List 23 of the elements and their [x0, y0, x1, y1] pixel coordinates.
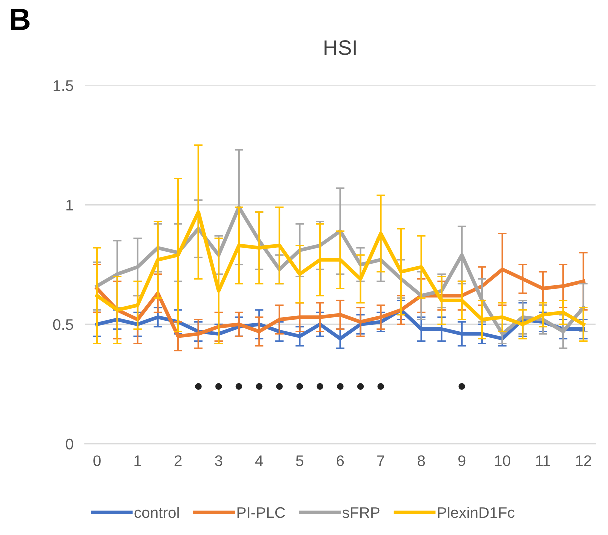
- y-tick-label: 1: [66, 200, 74, 211]
- chart-title: HSI: [324, 40, 356, 56]
- x-tick-label: 7: [378, 456, 384, 466]
- legend-label: sFRP: [342, 508, 380, 518]
- text: B: [11, 9, 30, 30]
- x-tick-label: 2: [174, 456, 182, 466]
- y-tick-label: 0.5: [53, 319, 74, 330]
- legend-label: PlexinD1Fc: [438, 507, 515, 518]
- legend-label: PI-PLC: [238, 507, 286, 518]
- y-tick-label: 0: [66, 438, 74, 450]
- x-tick-label: 8: [418, 456, 426, 466]
- x-tick-label: 0: [94, 456, 101, 466]
- x-tick-label: 10: [495, 456, 511, 466]
- y-tick-label: 1.5: [54, 80, 74, 92]
- x-tick-label: 9: [458, 456, 466, 466]
- x-tick-label: 3: [215, 456, 222, 466]
- x-tick-label: 12: [576, 456, 592, 466]
- x-tick-label: 1: [134, 456, 142, 466]
- x-tick-label: 4: [256, 456, 264, 466]
- x-tick-label: 5: [296, 456, 304, 466]
- x-tick-label: 11: [536, 456, 550, 466]
- legend-label: control: [134, 507, 179, 518]
- x-tick-label: 6: [337, 456, 344, 466]
